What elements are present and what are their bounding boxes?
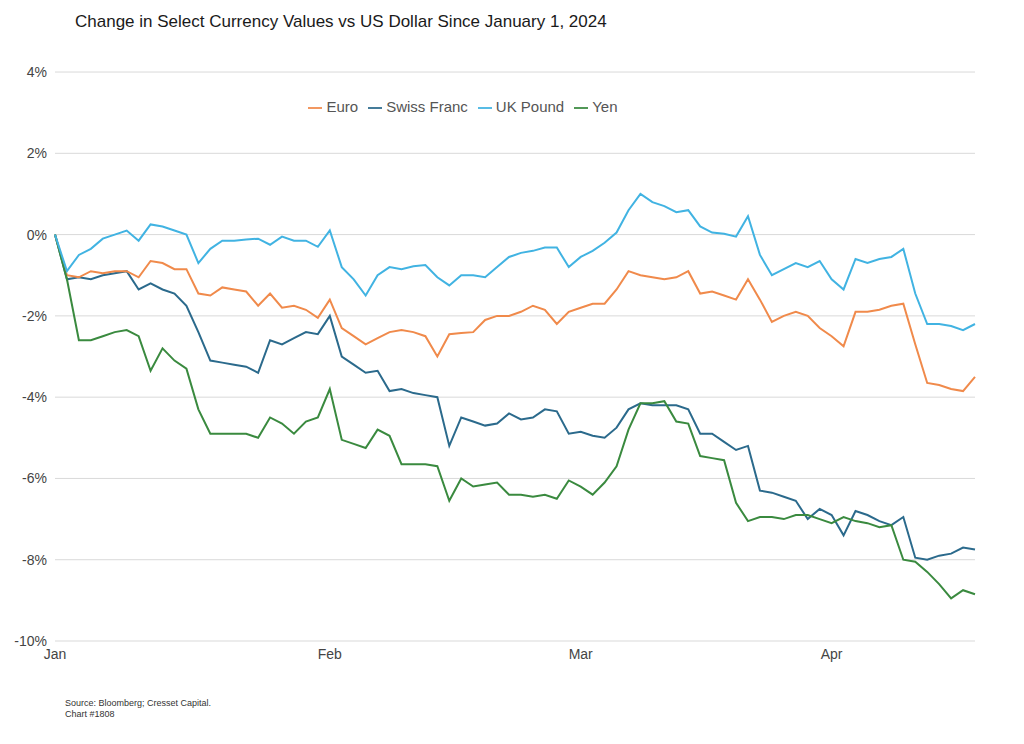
svg-text:-2%: -2% bbox=[22, 308, 47, 324]
html-text:Swiss Franc: Swiss Franc bbox=[386, 98, 468, 115]
html-text:Euro: Euro bbox=[326, 98, 359, 115]
html-text:Yen: Yen bbox=[592, 98, 618, 115]
svg-text:2%: 2% bbox=[27, 145, 47, 161]
svg-text:-6%: -6% bbox=[22, 470, 47, 486]
svg-text:-10%: -10% bbox=[14, 633, 47, 649]
html-text:Chart #1808: Chart #1808 bbox=[65, 709, 115, 719]
svg-text:0%: 0% bbox=[27, 227, 47, 243]
svg-text:Mar: Mar bbox=[569, 646, 593, 662]
html-text:UK Pound: UK Pound bbox=[495, 98, 565, 115]
svg-text:Apr: Apr bbox=[821, 646, 843, 662]
svg-text:-8%: -8% bbox=[22, 552, 47, 568]
svg-text:4%: 4% bbox=[27, 64, 47, 80]
svg-text:Feb: Feb bbox=[318, 646, 342, 662]
svg-text:-4%: -4% bbox=[22, 389, 47, 405]
html-text:Change in Select Currency Valu: Change in Select Currency Values vs US D… bbox=[75, 12, 607, 31]
html-text:Source: Bloomberg; Cresset Cap: Source: Bloomberg; Cresset Capital. bbox=[65, 698, 212, 708]
svg-text:Jan: Jan bbox=[44, 646, 67, 662]
